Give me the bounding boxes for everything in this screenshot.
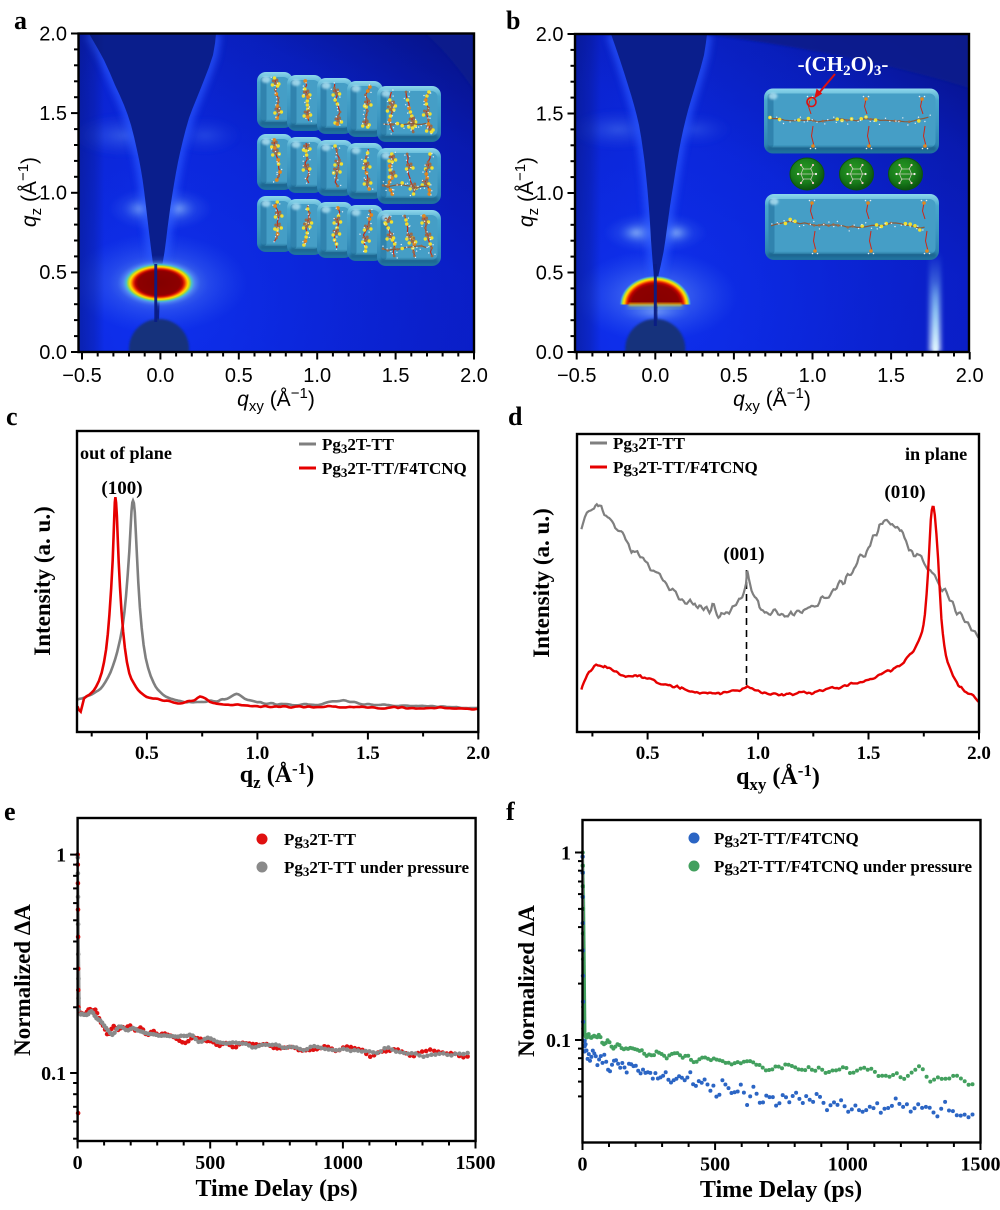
svg-text:Normalized ΔA: Normalized ΔA bbox=[514, 905, 539, 1057]
svg-text:0.5: 0.5 bbox=[225, 365, 253, 387]
svg-text:2.0: 2.0 bbox=[466, 743, 490, 764]
svg-text:(100): (100) bbox=[101, 478, 142, 499]
svg-text:1: 1 bbox=[56, 844, 66, 866]
svg-text:0.0: 0.0 bbox=[536, 342, 564, 364]
svg-text:1.0: 1.0 bbox=[536, 183, 564, 205]
svg-text:Pg32T-TT under pressure: Pg32T-TT under pressure bbox=[284, 858, 470, 879]
svg-text:Pg32T-TT/F4TCNQ: Pg32T-TT/F4TCNQ bbox=[322, 459, 467, 480]
svg-text:1.5: 1.5 bbox=[356, 743, 380, 764]
svg-text:0.0: 0.0 bbox=[39, 342, 67, 364]
svg-text:1500: 1500 bbox=[456, 1152, 496, 1174]
svg-text:1.5: 1.5 bbox=[39, 103, 67, 125]
svg-text:1.0: 1.0 bbox=[246, 743, 270, 764]
svg-text:qz (Å−1): qz (Å−1) bbox=[15, 157, 45, 227]
svg-text:0: 0 bbox=[578, 1154, 588, 1176]
svg-text:1.5: 1.5 bbox=[857, 743, 881, 764]
svg-text:0: 0 bbox=[73, 1152, 83, 1174]
svg-text:0.5: 0.5 bbox=[720, 365, 748, 387]
svg-text:b: b bbox=[506, 6, 520, 35]
svg-text:Time Delay (ps): Time Delay (ps) bbox=[195, 1176, 357, 1202]
svg-text:1.5: 1.5 bbox=[382, 365, 410, 387]
svg-text:1.0: 1.0 bbox=[799, 365, 827, 387]
svg-text:−0.5: −0.5 bbox=[62, 365, 101, 387]
svg-text:0.0: 0.0 bbox=[146, 365, 174, 387]
svg-text:1.0: 1.0 bbox=[746, 743, 770, 764]
svg-text:Intensity (a. u.): Intensity (a. u.) bbox=[529, 508, 554, 658]
svg-text:qz (Å-1): qz (Å-1) bbox=[240, 759, 314, 792]
svg-text:Pg32T-TT/F4TCNQ: Pg32T-TT/F4TCNQ bbox=[714, 829, 859, 850]
svg-text:Time Delay (ps): Time Delay (ps) bbox=[700, 1177, 862, 1203]
svg-text:0.5: 0.5 bbox=[536, 262, 564, 284]
svg-text:e: e bbox=[4, 797, 16, 826]
svg-text:(010): (010) bbox=[884, 482, 925, 503]
svg-text:2.0: 2.0 bbox=[967, 743, 991, 764]
svg-text:1.0: 1.0 bbox=[39, 183, 67, 205]
svg-text:Normalized ΔA: Normalized ΔA bbox=[10, 904, 35, 1056]
svg-text:1.5: 1.5 bbox=[877, 365, 905, 387]
svg-text:2.0: 2.0 bbox=[39, 23, 67, 45]
svg-text:−0.5: −0.5 bbox=[557, 365, 596, 387]
svg-text:1.0: 1.0 bbox=[303, 365, 331, 387]
svg-text:Pg32T-TT: Pg32T-TT bbox=[284, 830, 357, 851]
svg-text:0.5: 0.5 bbox=[636, 743, 660, 764]
svg-text:1000: 1000 bbox=[323, 1152, 363, 1174]
svg-text:(001): (001) bbox=[723, 544, 764, 565]
svg-text:Intensity (a. u.): Intensity (a. u.) bbox=[30, 506, 55, 656]
svg-text:0.1: 0.1 bbox=[41, 1063, 66, 1085]
svg-text:c: c bbox=[6, 402, 18, 431]
svg-text:0.5: 0.5 bbox=[135, 743, 159, 764]
svg-text:out of plane: out of plane bbox=[80, 443, 172, 463]
svg-text:2.0: 2.0 bbox=[956, 365, 984, 387]
svg-text:in plane: in plane bbox=[905, 444, 967, 464]
svg-text:Pg32T-TT: Pg32T-TT bbox=[322, 435, 395, 456]
svg-text:1: 1 bbox=[561, 842, 571, 864]
svg-text:Pg32T-TT/F4TCNQ under pressure: Pg32T-TT/F4TCNQ under pressure bbox=[714, 857, 973, 878]
svg-text:2.0: 2.0 bbox=[460, 365, 488, 387]
svg-text:1000: 1000 bbox=[828, 1154, 868, 1176]
svg-text:d: d bbox=[508, 402, 523, 431]
svg-text:1.5: 1.5 bbox=[536, 103, 564, 125]
svg-text:500: 500 bbox=[700, 1154, 730, 1176]
svg-text:f: f bbox=[506, 797, 515, 826]
svg-text:qxy (Å−1): qxy (Å−1) bbox=[237, 385, 315, 415]
svg-text:a: a bbox=[14, 6, 27, 35]
svg-text:1500: 1500 bbox=[961, 1154, 1000, 1176]
svg-text:qxy (Å-1): qxy (Å-1) bbox=[736, 761, 820, 794]
svg-text:Pg32T-TT: Pg32T-TT bbox=[613, 434, 686, 455]
svg-text:qxy (Å−1): qxy (Å−1) bbox=[733, 385, 811, 415]
svg-text:0.1: 0.1 bbox=[546, 1030, 571, 1052]
svg-text:2.0: 2.0 bbox=[536, 24, 564, 46]
svg-text:0.0: 0.0 bbox=[641, 365, 669, 387]
svg-text:qz (Å−1): qz (Å−1) bbox=[512, 157, 542, 227]
svg-text:Pg32T-TT/F4TCNQ: Pg32T-TT/F4TCNQ bbox=[613, 458, 758, 479]
svg-text:500: 500 bbox=[195, 1152, 225, 1174]
svg-text:0.5: 0.5 bbox=[39, 262, 67, 284]
